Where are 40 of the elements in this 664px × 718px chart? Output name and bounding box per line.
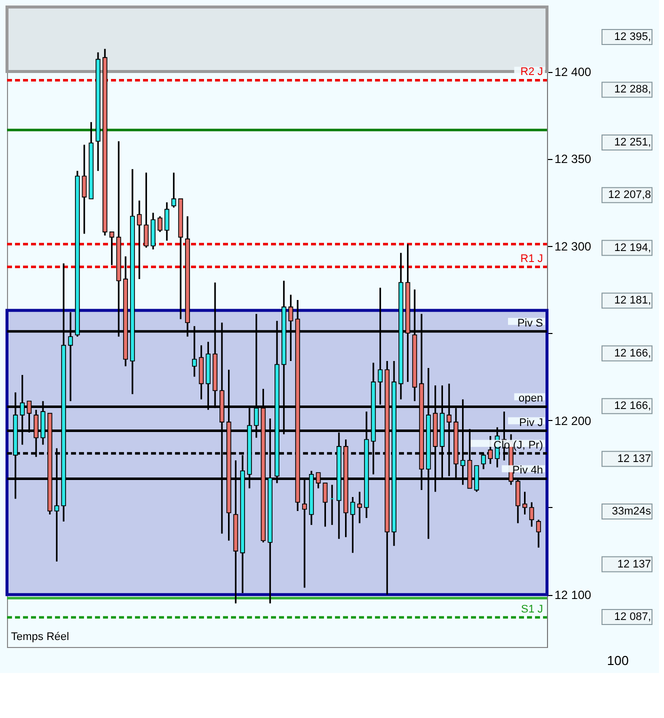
- ref-line-label: Clo (J, Pr): [494, 439, 543, 452]
- text: 12 181,: [614, 294, 651, 307]
- candlestick: [536, 518, 541, 548]
- text: 12 251,: [614, 136, 651, 148]
- y-tick-label: 12 200: [554, 414, 592, 428]
- text: 12 137: [617, 452, 651, 465]
- candlestick: [171, 172, 176, 208]
- y-tick-label: 12 100: [554, 588, 592, 602]
- candlestick: [158, 215, 162, 233]
- y-tick-label: 12 350: [554, 152, 592, 166]
- text: 12 087,: [614, 611, 651, 623]
- candlestick: [164, 202, 170, 242]
- text: 12 194,: [614, 242, 651, 254]
- text: 12 166,: [614, 347, 651, 360]
- ref-line-label: Piv S: [517, 317, 543, 330]
- candlestick: [322, 482, 328, 528]
- candlestick: [82, 144, 87, 235]
- ref-line-label: R1 J: [520, 252, 543, 265]
- text: 100: [607, 653, 629, 668]
- candlestick: [522, 490, 528, 516]
- text: 12 207,8: [608, 189, 651, 202]
- ref-line-label: open: [518, 392, 543, 405]
- text: 12 395,: [614, 31, 651, 43]
- annotation: Temps Réel: [11, 631, 70, 643]
- ref-line-label: S1 J: [520, 603, 543, 616]
- text: 33m24s: [612, 506, 652, 518]
- candlestick: [136, 200, 142, 280]
- ref-line-label: Piv 4h: [512, 464, 543, 477]
- candlestick: [109, 231, 114, 266]
- text: 12 166,: [614, 400, 651, 412]
- candlestick: [357, 490, 362, 524]
- text: 12 288,: [614, 84, 651, 96]
- candlestick: [529, 501, 534, 528]
- candlestick: [144, 172, 149, 248]
- candlestick: [350, 496, 356, 554]
- text: 12 137: [617, 558, 651, 570]
- ref-line-label: Piv J: [519, 416, 543, 429]
- y-tick-label: 12 300: [554, 239, 592, 254]
- y-tick-label: 12 400: [554, 65, 592, 80]
- ref-line-label: R2 J: [520, 66, 543, 78]
